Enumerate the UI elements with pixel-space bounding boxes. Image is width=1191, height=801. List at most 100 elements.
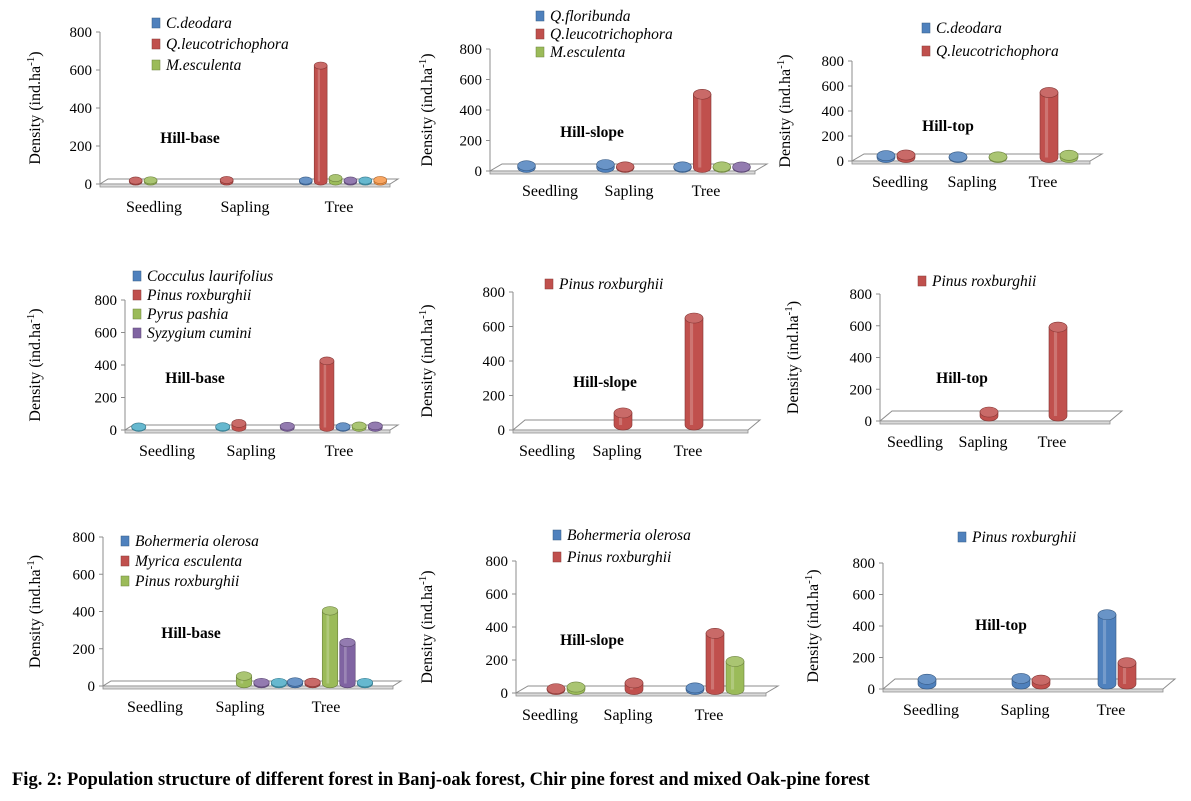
bar-highlight bbox=[326, 610, 330, 684]
bar-top bbox=[705, 628, 725, 639]
panel-title: Hill-top bbox=[975, 617, 1027, 634]
bar-body bbox=[725, 661, 745, 695]
bar-top bbox=[613, 407, 633, 419]
bar-blue-tree bbox=[1097, 609, 1117, 690]
legend-swatch bbox=[120, 575, 130, 587]
bar-red-seedling bbox=[128, 176, 143, 186]
figure-caption: Fig. 2: Population structure of differen… bbox=[12, 770, 870, 790]
category-label-tree: Tree bbox=[325, 443, 354, 460]
legend-swatch bbox=[535, 46, 545, 58]
bar-red-tree bbox=[313, 61, 328, 186]
y-tick-label: 0 bbox=[865, 414, 873, 430]
chart-panel-1: 0 200 400 600 800 Density (ind.ha-1) Seedling S… bbox=[25, 15, 400, 216]
bar-top bbox=[693, 89, 712, 100]
bar-top bbox=[684, 312, 704, 324]
y-tick-label: 400 bbox=[95, 358, 118, 374]
category-label-sapling: Sapling bbox=[959, 434, 1008, 451]
legend-entry: Pinus roxburghii bbox=[931, 273, 1036, 290]
bar-green-sapling bbox=[988, 151, 1008, 163]
legend-entry: Pinus roxburghii bbox=[134, 573, 239, 590]
y-tick-label: 600 bbox=[483, 320, 506, 336]
bar-top bbox=[356, 677, 373, 688]
bar-top bbox=[988, 151, 1008, 163]
bar-top bbox=[358, 176, 373, 185]
legend-swatch bbox=[132, 308, 142, 320]
bar-body bbox=[319, 360, 335, 432]
y-tick-label: 800 bbox=[95, 293, 118, 309]
bar-body bbox=[1039, 92, 1059, 163]
legend-entry: Q.leucotrichophora bbox=[936, 43, 1059, 60]
bar-top bbox=[616, 161, 635, 172]
y-tick-label: 800 bbox=[70, 25, 93, 41]
category-label-seedling: Seedling bbox=[887, 434, 943, 451]
panel-title: Hill-top bbox=[922, 118, 974, 135]
y-tick-label: 600 bbox=[460, 73, 483, 89]
panel-title: Hill-base bbox=[161, 625, 221, 642]
bar-top bbox=[1039, 87, 1059, 98]
bar-blue-tree bbox=[335, 422, 351, 432]
bar-top bbox=[321, 606, 339, 616]
legend-swatch bbox=[120, 535, 130, 547]
y-tick-label: 200 bbox=[73, 642, 96, 658]
bar-top bbox=[1059, 149, 1079, 161]
chart-panel-2: 0 200 400 600 800 Density (ind.ha-1) Seedling S… bbox=[417, 8, 769, 200]
y-tick-label: 800 bbox=[850, 287, 873, 303]
y-tick-label: 0 bbox=[88, 679, 96, 695]
bar-body bbox=[339, 642, 356, 689]
y-tick-label: 200 bbox=[95, 391, 118, 407]
category-label-seedling: Seedling bbox=[519, 443, 575, 460]
bar-red-tree bbox=[684, 312, 704, 431]
legend-swatch bbox=[151, 38, 161, 50]
category-label-tree: Tree bbox=[312, 699, 341, 716]
legend-entry: Cocculus laurifolius bbox=[147, 268, 273, 285]
y-axis-label: Density (ind.ha-1) bbox=[783, 301, 802, 414]
legend-swatch bbox=[132, 289, 142, 301]
bar-red-sapling bbox=[231, 419, 247, 432]
bar-body bbox=[1097, 614, 1117, 690]
bar-blue-seedling bbox=[917, 673, 937, 690]
category-label-seedling: Seedling bbox=[522, 707, 578, 724]
chart-panel-7: 0 200 400 600 800 Density (ind.ha-1) Seedling S… bbox=[25, 530, 403, 716]
category-label-seedling: Seedling bbox=[872, 174, 928, 191]
category-label-tree: Tree bbox=[674, 443, 703, 460]
bar-top bbox=[367, 421, 383, 431]
chart-panel-6: 0 200 400 600 800 Density (ind.ha-1) Seedling S… bbox=[783, 273, 1124, 451]
bar-top bbox=[253, 677, 270, 688]
category-label-seedling: Seedling bbox=[903, 702, 959, 719]
chart-panel-4: 0 200 400 600 800 Density (ind.ha-1) Seedling S… bbox=[25, 268, 400, 460]
y-tick-label: 400 bbox=[486, 620, 509, 636]
legend-swatch bbox=[132, 270, 142, 282]
chart-panel-3: 0 200 400 600 800 Density (ind.ha-1) Seedling S… bbox=[775, 20, 1104, 191]
category-label-tree: Tree bbox=[325, 199, 354, 216]
bar-green-tree bbox=[725, 656, 745, 695]
bar-top bbox=[319, 356, 335, 366]
bar-aqua-seedling bbox=[131, 422, 147, 432]
bar-top bbox=[1048, 321, 1068, 333]
y-tick-label: 400 bbox=[483, 354, 506, 370]
legend-swatch bbox=[921, 45, 931, 57]
y-tick-label: 800 bbox=[483, 285, 506, 301]
bar-top bbox=[351, 421, 367, 431]
bar-highlight bbox=[343, 642, 347, 684]
category-label-sapling: Sapling bbox=[605, 183, 654, 200]
bar-aqua-tree bbox=[356, 677, 373, 689]
y-axis-label: Density (ind.ha-1) bbox=[417, 570, 436, 683]
category-label-sapling: Sapling bbox=[1001, 702, 1050, 719]
bar-green-tree bbox=[712, 161, 731, 173]
y-tick-label: 400 bbox=[70, 101, 93, 117]
bar-top bbox=[219, 176, 234, 184]
bar-top bbox=[373, 176, 387, 184]
bar-top bbox=[1011, 673, 1031, 684]
y-tick-label: 0 bbox=[475, 164, 483, 180]
category-label-seedling: Seedling bbox=[522, 183, 578, 200]
bar-red-tree bbox=[705, 628, 725, 695]
legend-entry: M.esculenta bbox=[549, 44, 626, 61]
legend-entry: C.deodara bbox=[936, 20, 1002, 37]
panel-title: Hill-base bbox=[165, 370, 225, 387]
y-tick-label: 0 bbox=[868, 682, 876, 698]
bar-top bbox=[917, 673, 937, 685]
bar-top bbox=[128, 176, 143, 185]
y-tick-label: 400 bbox=[73, 605, 96, 621]
legend-swatch bbox=[544, 278, 554, 290]
bar-body bbox=[321, 610, 339, 689]
